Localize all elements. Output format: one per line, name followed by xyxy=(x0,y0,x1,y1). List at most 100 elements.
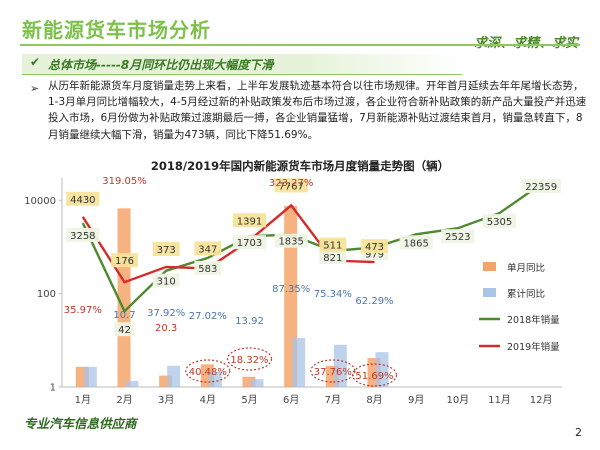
label-2018-box xyxy=(152,273,180,288)
monthly-yoy-bar xyxy=(242,376,256,387)
legend-label: 单月同比 xyxy=(507,262,545,274)
legend-label: 2019年销量 xyxy=(507,341,560,353)
label-2018: 3258 xyxy=(70,231,95,242)
label-2019: 347 xyxy=(198,244,217,255)
legend-label: 2018年销量 xyxy=(507,314,560,326)
slide-title: 新能源货车市场分析 xyxy=(22,18,211,42)
monthly-yoy-label: 35.97% xyxy=(64,305,102,316)
negative-yoy-highlight xyxy=(310,359,356,383)
x-tick-label: 6月 xyxy=(283,394,299,406)
label-2018-box xyxy=(274,233,308,248)
label-2019: 4430 xyxy=(70,195,95,206)
cumulative-yoy-bar xyxy=(167,365,181,387)
label-2019: 1391 xyxy=(237,216,262,227)
cumulative-yoy-bar xyxy=(125,381,139,387)
label-2018-box xyxy=(114,322,135,337)
label-2018-box xyxy=(319,249,347,264)
x-tick-label: 8月 xyxy=(366,394,382,406)
y-tick-label: 10000 xyxy=(24,196,56,207)
cumulative-yoy-label: 87.35% xyxy=(272,284,310,295)
legend-swatch xyxy=(483,262,496,271)
label-2018-box xyxy=(482,214,517,229)
label-2019-box xyxy=(319,237,347,252)
cumulative-yoy-bar xyxy=(208,371,222,387)
label-2019-box xyxy=(232,213,267,228)
label-2018: 310 xyxy=(157,277,176,288)
label-2018-box xyxy=(66,228,100,243)
body-paragraph: 从历年新能源货车月度销量走势上来看，上半年发展轨迹基本符合以往市场规律。开年首月… xyxy=(48,80,587,141)
cumulative-yoy-bar xyxy=(375,352,389,387)
label-2018-box xyxy=(194,260,222,275)
monthly-yoy-label: 40.48% xyxy=(189,367,227,378)
label-2018: 821 xyxy=(323,253,342,264)
label-2019-box xyxy=(111,253,138,268)
label-2018: 1865 xyxy=(403,238,428,249)
cumulative-yoy-bar xyxy=(250,379,264,387)
label-2019-box xyxy=(194,241,222,256)
label-2019-box xyxy=(152,241,180,256)
cumulative-yoy-label: 62.29% xyxy=(355,296,393,307)
label-2018: 979 xyxy=(365,249,384,260)
subheading-bar: ✔ 总体市场-----8月同环比仍出现大幅度下滑 xyxy=(22,54,462,75)
label-2018-box xyxy=(232,235,267,250)
cumulative-yoy-label: 37.92% xyxy=(147,308,185,319)
label-2018: 583 xyxy=(198,264,217,275)
negative-yoy-highlight xyxy=(226,347,273,371)
x-tick-label: 5月 xyxy=(241,394,257,406)
label-2018: 2523 xyxy=(445,232,470,243)
cumulative-yoy-label: 10.7 xyxy=(113,310,135,321)
x-tick-label: 12月 xyxy=(530,394,553,406)
label-2018-box xyxy=(399,235,433,250)
title-divider xyxy=(20,44,580,46)
negative-yoy-highlight xyxy=(185,359,231,383)
label-2019: 473 xyxy=(365,242,384,253)
monthly-yoy-bar xyxy=(117,208,131,387)
label-2019-box xyxy=(274,178,308,193)
monthly-yoy-label: 51.69% xyxy=(355,371,393,382)
monthly-yoy-label: 18.32% xyxy=(230,355,268,366)
label-2018: 1835 xyxy=(278,237,303,248)
monthly-yoy-label: 323.27% xyxy=(269,178,314,189)
label-2019: 7767 xyxy=(278,181,303,192)
x-tick-label: 9月 xyxy=(408,394,424,406)
chart-title: 2018/2019年国内新能源货车市场月度销量走势图（辆） xyxy=(150,159,450,173)
y-tick-label: 1 xyxy=(50,383,56,394)
label-2019-box xyxy=(66,191,100,206)
subheading-text: 总体市场-----8月同环比仍出现大幅度下滑 xyxy=(48,58,274,72)
checkmark-icon: ✔ xyxy=(30,55,41,69)
label-2018-box xyxy=(441,229,475,244)
footer-brand: 专业汽车信息供应商 xyxy=(24,416,137,431)
monthly-yoy-label: 37.76% xyxy=(314,367,352,378)
monthly-yoy-label: 20.3 xyxy=(155,323,177,334)
label-2019: 511 xyxy=(323,241,342,252)
label-2018: 1703 xyxy=(237,238,262,249)
cumulative-yoy-label: 75.34% xyxy=(314,289,352,300)
page-number: 2 xyxy=(575,426,582,439)
label-2018-box xyxy=(521,178,561,193)
label-2018: 5305 xyxy=(487,217,512,228)
line-2018 xyxy=(81,183,542,314)
label-2018: 22359 xyxy=(525,182,557,193)
monthly-yoy-bar xyxy=(159,375,173,387)
x-tick-label: 3月 xyxy=(158,394,174,406)
x-tick-label: 2月 xyxy=(116,394,132,406)
cumulative-yoy-label: 13.92 xyxy=(235,316,264,327)
monthly-yoy-label: 319.05% xyxy=(102,176,147,187)
label-2019: 176 xyxy=(115,256,134,267)
label-2018: 42 xyxy=(118,325,131,336)
legend-swatch xyxy=(483,288,496,297)
x-tick-label: 7月 xyxy=(325,394,341,406)
x-tick-label: 4月 xyxy=(200,394,216,406)
cumulative-yoy-bar xyxy=(292,338,306,387)
cumulative-yoy-bar xyxy=(83,366,97,387)
slogan: 求深、求精、求实 xyxy=(474,32,578,51)
x-tick-label: 11月 xyxy=(488,394,511,406)
label-2019: 373 xyxy=(157,245,176,256)
x-tick-label: 10月 xyxy=(446,394,469,406)
label-2019-box xyxy=(361,239,388,254)
negative-yoy-highlight xyxy=(351,363,398,387)
legend-label: 累计同比 xyxy=(507,288,545,300)
y-tick-label: 100 xyxy=(37,289,56,300)
arrow-bullet-icon: ➢ xyxy=(30,82,40,95)
